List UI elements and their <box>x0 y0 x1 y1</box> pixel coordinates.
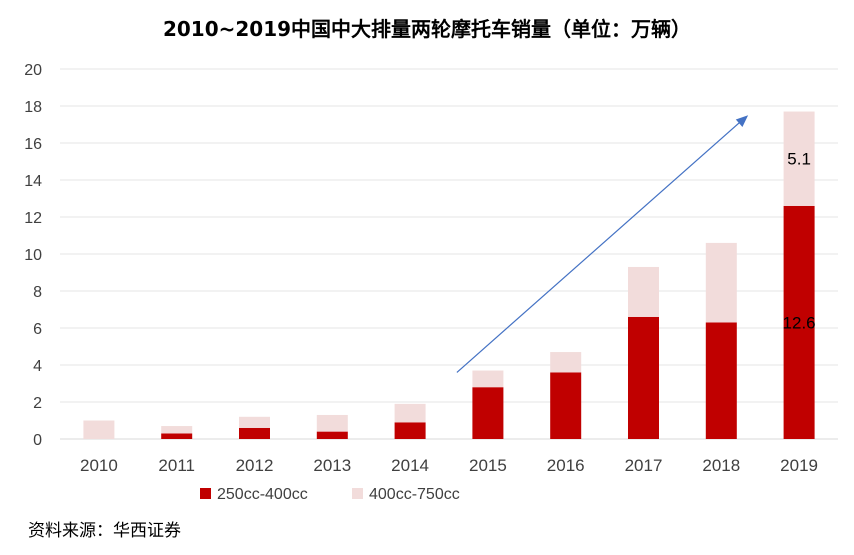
x-tick-label: 2018 <box>702 456 740 475</box>
source-note: 资料来源：华西证券 <box>28 521 181 541</box>
y-tick-label: 2 <box>33 395 42 412</box>
y-tick-label: 0 <box>33 432 42 449</box>
y-tick-label: 8 <box>33 284 42 301</box>
legend-label: 250cc-400cc <box>217 486 308 503</box>
x-tick-label: 2011 <box>158 456 195 475</box>
arrow-head-icon <box>735 115 749 127</box>
bar-400cc-750cc-2017 <box>628 266 659 317</box>
data-label: 12.6 <box>783 313 816 332</box>
y-tick-label: 18 <box>24 99 42 116</box>
bar-400cc-750cc-2019 <box>783 111 815 206</box>
y-tick-label: 16 <box>24 136 42 153</box>
bar-400cc-750cc-2014 <box>394 403 426 423</box>
bar-250cc-400cc-2014 <box>394 422 426 439</box>
x-tick-label: 2019 <box>780 456 818 475</box>
data-label: 5.1 <box>787 150 811 169</box>
chart-title: 2010~2019中国中大排量两轮摩托车销量（单位：万辆） <box>163 17 691 41</box>
y-tick-label: 20 <box>24 62 42 79</box>
legend-swatch <box>352 488 363 499</box>
y-tick-label: 14 <box>24 173 42 190</box>
bar-250cc-400cc-2017 <box>628 316 659 439</box>
bar-250cc-400cc-2018 <box>705 322 737 439</box>
bar-400cc-750cc-2011 <box>161 426 193 434</box>
bar-250cc-400cc-2013 <box>316 431 348 439</box>
y-tick-label: 4 <box>33 358 42 375</box>
bar-250cc-400cc-2016 <box>550 372 582 439</box>
x-tick-label: 2012 <box>236 456 274 475</box>
bar-400cc-750cc-2015 <box>472 370 504 388</box>
bar-250cc-400cc-2019 <box>783 205 815 439</box>
legend-label: 400cc-750cc <box>369 486 460 503</box>
y-tick-label: 12 <box>24 210 42 227</box>
bar-250cc-400cc-2015 <box>472 387 504 439</box>
y-tick-label: 6 <box>33 321 42 338</box>
bar-250cc-400cc-2012 <box>239 427 270 439</box>
x-tick-label: 2016 <box>547 456 585 475</box>
bar-400cc-750cc-2010 <box>83 420 115 439</box>
bar-400cc-750cc-2013 <box>316 414 348 432</box>
bar-250cc-400cc-2011 <box>161 433 193 439</box>
x-tick-label: 2010 <box>80 456 118 475</box>
y-tick-label: 10 <box>24 247 42 264</box>
legend-swatch <box>200 488 211 499</box>
x-tick-label: 2015 <box>469 456 507 475</box>
trend-arrow-line <box>456 119 743 373</box>
x-tick-label: 2013 <box>313 456 351 475</box>
x-tick-label: 2014 <box>391 456 429 475</box>
x-tick-label: 2017 <box>625 456 663 475</box>
bar-400cc-750cc-2012 <box>239 416 270 428</box>
bar-400cc-750cc-2018 <box>705 242 737 323</box>
bar-400cc-750cc-2016 <box>550 352 582 373</box>
